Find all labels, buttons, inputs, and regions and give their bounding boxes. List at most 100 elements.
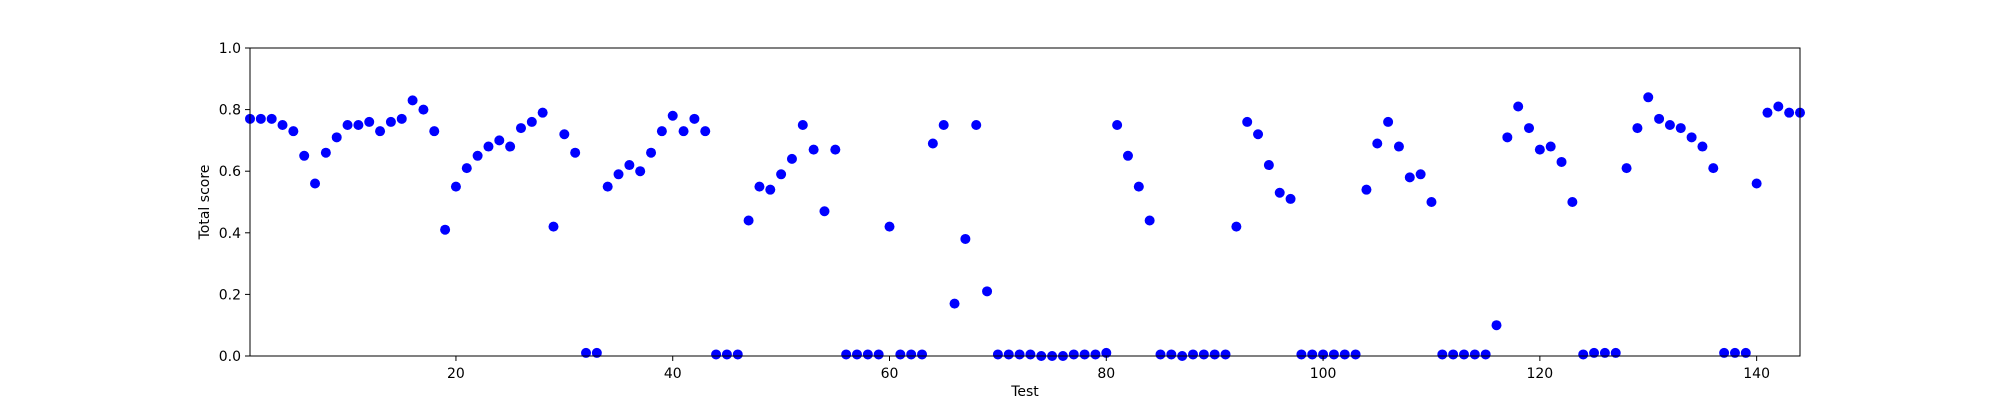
data-point [385, 116, 396, 127]
data-point [1513, 101, 1524, 112]
data-point [342, 120, 353, 130]
data-point [288, 126, 299, 137]
data-point [277, 120, 288, 130]
data-point [971, 120, 982, 130]
data-point [776, 169, 787, 180]
data-point [537, 107, 548, 118]
data-point [1589, 347, 1600, 358]
data-point [711, 349, 722, 360]
data-point [667, 110, 678, 121]
data-point [1209, 349, 1220, 360]
data-point [1318, 349, 1329, 360]
data-point [1534, 144, 1545, 155]
data-point [1524, 123, 1535, 134]
data-point [1231, 221, 1242, 232]
data-point [364, 116, 375, 127]
data-point [1339, 349, 1350, 360]
data-point [526, 116, 537, 127]
data-point [819, 206, 830, 217]
x-tick-label: 140 [1743, 366, 1770, 382]
data-point [1404, 172, 1415, 183]
data-point [700, 126, 711, 137]
data-point [1545, 141, 1556, 152]
data-point [917, 349, 928, 360]
data-point [396, 113, 407, 124]
data-point [689, 113, 700, 124]
data-point [494, 135, 505, 146]
data-point [808, 144, 819, 155]
data-point [320, 147, 331, 158]
data-point [602, 181, 613, 192]
data-point [1502, 132, 1513, 143]
data-point [635, 166, 646, 177]
data-point [884, 221, 895, 232]
y-tick-label: 0.8 [219, 103, 241, 119]
data-point [1448, 349, 1459, 360]
data-point [851, 349, 862, 360]
x-tick-label: 40 [664, 366, 682, 382]
data-point [862, 349, 873, 360]
x-axis-label: Test [1010, 384, 1039, 400]
data-point [375, 126, 386, 137]
data-point [1784, 107, 1795, 118]
y-tick-label: 1.0 [219, 41, 241, 57]
data-point [949, 298, 960, 309]
data-point [1014, 349, 1025, 360]
data-point [505, 141, 516, 152]
data-point [515, 123, 526, 134]
data-point [1621, 163, 1632, 174]
data-point [1567, 197, 1578, 207]
y-axis: 0.0 0.2 0.4 0.6 0.8 1.0 [219, 41, 250, 365]
y-tick-label: 0.6 [219, 164, 241, 180]
data-point [1003, 349, 1014, 360]
data-point [353, 120, 364, 130]
data-point [721, 349, 732, 360]
data-point [1155, 349, 1166, 360]
y-axis-label: Total score [197, 165, 213, 241]
data-point [613, 169, 624, 180]
data-point [299, 150, 310, 161]
data-point [1328, 349, 1339, 360]
data-point [992, 349, 1003, 360]
data-point [331, 132, 342, 143]
data-point [1122, 150, 1133, 161]
data-point [1415, 169, 1426, 180]
y-tick-label: 0.0 [219, 349, 241, 365]
data-point [960, 233, 971, 244]
data-point [450, 181, 461, 192]
data-point [906, 349, 917, 360]
data-point [1556, 156, 1567, 167]
data-point [1578, 349, 1589, 360]
data-point [1144, 215, 1155, 226]
y-tick-label: 0.4 [219, 226, 241, 242]
data-point [678, 126, 689, 137]
data-point [1198, 349, 1209, 360]
data-point [1697, 141, 1708, 152]
data-point [570, 147, 581, 158]
data-point [310, 178, 321, 189]
data-point [1285, 193, 1296, 204]
data-point [1729, 347, 1740, 358]
data-point [1274, 187, 1285, 198]
data-point [656, 126, 667, 137]
data-point [797, 120, 808, 130]
data-point [1480, 349, 1491, 360]
x-tick-label: 60 [881, 366, 899, 382]
data-point [418, 104, 429, 115]
data-point [1708, 163, 1719, 174]
data-point [1101, 347, 1112, 358]
data-point [841, 349, 852, 360]
data-point [1188, 349, 1199, 360]
data-point [743, 215, 754, 226]
data-point [1719, 347, 1730, 358]
data-point [1307, 349, 1318, 360]
data-point [765, 184, 776, 195]
data-point [646, 147, 657, 158]
data-point [407, 95, 418, 106]
data-point [830, 144, 841, 155]
data-point [1751, 178, 1762, 189]
data-point [1643, 92, 1654, 103]
data-point [927, 138, 938, 149]
